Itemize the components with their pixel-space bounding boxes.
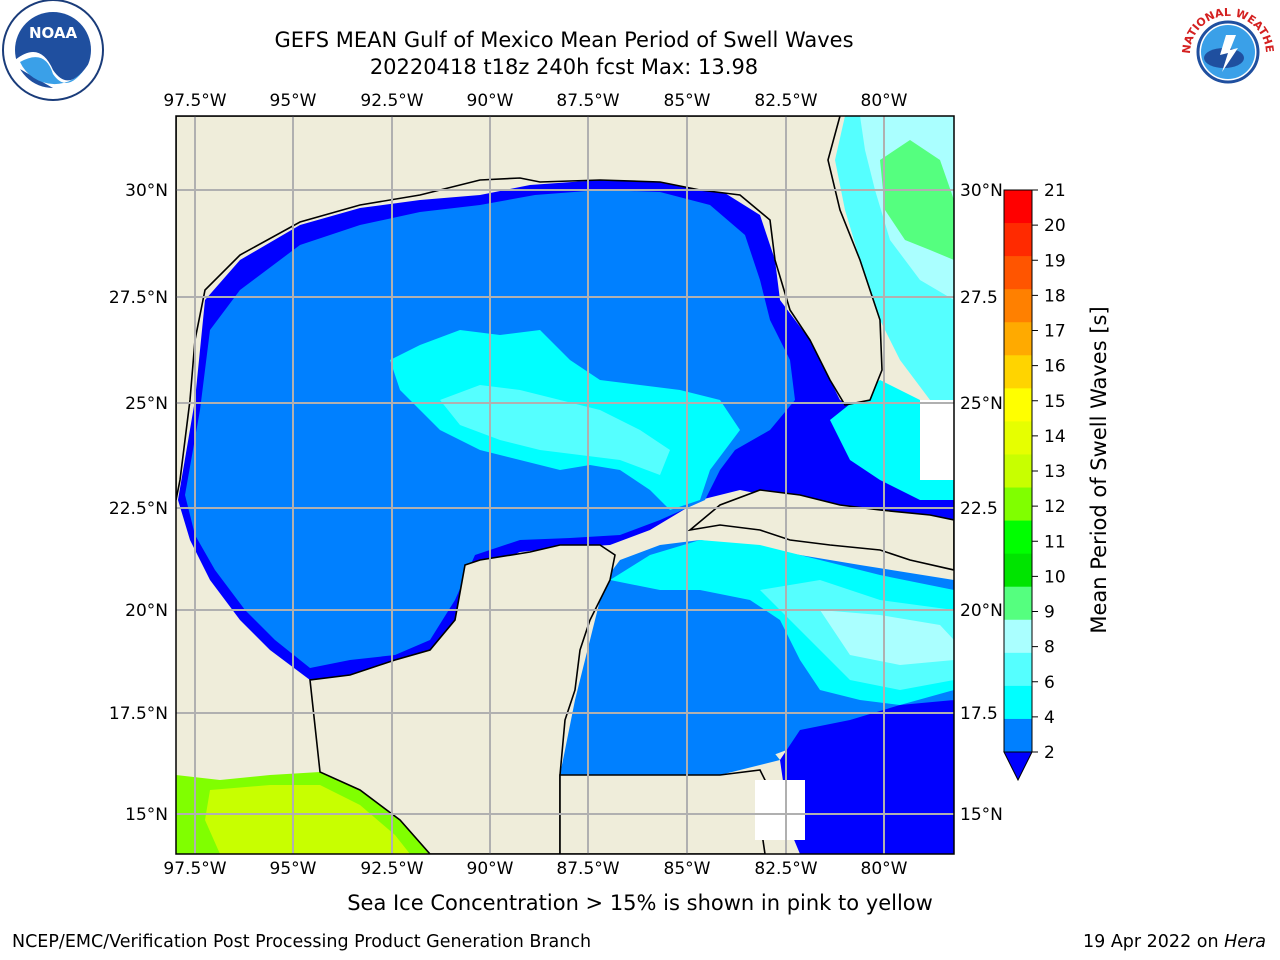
lat-label-left: 17.5°N xyxy=(109,704,168,724)
lon-label-bottom: 85°W xyxy=(664,859,711,879)
colorbar-tick-label: 15 xyxy=(1044,392,1066,412)
central-america-land xyxy=(559,769,771,854)
lon-label-bottom: 82.5°W xyxy=(754,859,817,879)
lon-label-top: 97.5°W xyxy=(163,91,226,111)
lat-label-left: 25°N xyxy=(125,394,168,414)
colorbar-tick-label: 18 xyxy=(1044,286,1066,306)
colorbar-segment xyxy=(1004,355,1032,389)
lon-label-bottom: 95°W xyxy=(270,859,317,879)
lon-label-top: 92.5°W xyxy=(360,91,423,111)
white-patch-south xyxy=(755,780,805,840)
lat-label-left: 22.5°N xyxy=(109,499,168,519)
footer-host: Hera xyxy=(1224,932,1266,952)
lon-label-top: 95°W xyxy=(270,91,317,111)
colorbar-segment xyxy=(1004,685,1032,720)
colorbar-tick-label: 10 xyxy=(1044,567,1066,587)
lat-label-right: 17.5 xyxy=(960,704,998,724)
lat-label-left: 15°N xyxy=(125,805,168,825)
caption: Sea Ice Concentration > 15% is shown in … xyxy=(347,891,933,915)
tick-labels: 97.5°W 97.5°W 95°W 95°W 92.5°W 92.5°W 90°W 90°W… xyxy=(109,91,1003,879)
footer-credit: NCEP/EMC/Verification Post Processing Pr… xyxy=(12,932,592,952)
colorbar-tick-label: 21 xyxy=(1044,181,1066,201)
colorbar-tick-label: 11 xyxy=(1044,532,1066,552)
lat-label-right: 20°N xyxy=(960,601,1003,621)
colorbar-tick-label: 20 xyxy=(1044,216,1066,236)
lon-label-top: 80°W xyxy=(861,91,908,111)
colorbar-segment xyxy=(1004,718,1032,753)
colorbar-segment xyxy=(1004,454,1032,489)
colorbar-segment xyxy=(1004,388,1032,422)
footer-date: 19 Apr 2022 on Hera xyxy=(1083,932,1266,952)
colorbar-extend-arrow xyxy=(1003,751,1033,782)
gulf-light-cyan xyxy=(440,385,670,475)
lat-label-left: 27.5°N xyxy=(109,288,168,308)
map-frame xyxy=(175,115,955,855)
colorbar-tick-label: 8 xyxy=(1044,638,1055,658)
svg-text:NOAA: NOAA xyxy=(29,24,78,42)
lon-label-bottom: 87.5°W xyxy=(556,859,619,879)
lat-label-right: 22.5 xyxy=(960,499,998,519)
colorbar-segment xyxy=(1004,619,1032,654)
lon-label-top: 85°W xyxy=(664,91,711,111)
colorbar-tick-label: 14 xyxy=(1044,427,1066,447)
lat-label-right: 25°N xyxy=(960,394,1003,414)
colorbar-segment xyxy=(1004,190,1032,224)
lat-label-left: 20°N xyxy=(125,601,168,621)
colorbar: 21 20 19 18 17 16 15 14 13 12 11 10 9 8 6 4 2 xyxy=(1003,181,1066,782)
lat-label-right: 30°N xyxy=(960,181,1003,201)
colorbar-segment xyxy=(1004,322,1032,356)
colorbar-segment xyxy=(1004,256,1032,290)
lon-label-top: 90°W xyxy=(467,91,514,111)
colorbar-segment xyxy=(1004,553,1032,588)
lat-label-right: 27.5 xyxy=(960,288,998,308)
colorbar-tick-label: 16 xyxy=(1044,357,1066,377)
lon-label-top: 87.5°W xyxy=(556,91,619,111)
caribbean-pale-cyan xyxy=(820,610,954,665)
colorbar-label: Mean Period of Swell Waves [s] xyxy=(1087,306,1111,633)
florida-land xyxy=(176,116,883,501)
caribbean-lower-main xyxy=(560,715,780,775)
lat-label-right: 15°N xyxy=(960,805,1003,825)
white-patch xyxy=(920,400,954,480)
lon-label-bottom: 80°W xyxy=(861,859,908,879)
colorbar-tick-label: 17 xyxy=(1044,322,1066,342)
colorbar-tick-label: 4 xyxy=(1044,708,1055,728)
title-line-1: GEFS MEAN Gulf of Mexico Mean Period of … xyxy=(274,28,854,52)
colorbar-segment xyxy=(1004,487,1032,522)
colorbar-segment xyxy=(1004,223,1032,257)
yucatan-land xyxy=(309,544,616,854)
lon-label-top: 82.5°W xyxy=(754,91,817,111)
colorbar-segment xyxy=(1004,421,1032,455)
colorbar-tick-label: 2 xyxy=(1044,743,1055,763)
colorbar-segment xyxy=(1004,652,1032,687)
atlantic-green xyxy=(880,140,954,260)
nws-logo-icon: NATIONAL WEATHER SERVICE xyxy=(1176,0,1276,100)
pacific-lime xyxy=(205,785,410,854)
cuba-land xyxy=(687,489,954,571)
colorbar-segment xyxy=(1004,520,1032,555)
lon-label-bottom: 97.5°W xyxy=(163,859,226,879)
colorbar-tick-label: 6 xyxy=(1044,673,1055,693)
grid-lines xyxy=(176,116,954,854)
colorbar-tick-label: 19 xyxy=(1044,251,1066,271)
colorbar-segment xyxy=(1004,289,1032,323)
caribbean-deep xyxy=(780,700,954,854)
colorbar-segment xyxy=(1004,586,1032,621)
colorbar-tick-label: 9 xyxy=(1044,603,1055,623)
noaa-logo-icon: NOAA xyxy=(2,0,104,101)
lon-label-bottom: 92.5°W xyxy=(360,859,423,879)
footer-date-text: 19 Apr 2022 on xyxy=(1083,932,1225,952)
colorbar-tick-label: 13 xyxy=(1044,462,1066,482)
title-line-2: 20220418 t18z 240h fcst Max: 13.98 xyxy=(369,55,759,79)
lon-label-bottom: 90°W xyxy=(467,859,514,879)
colorbar-tick-label: 12 xyxy=(1044,497,1066,517)
lat-label-left: 30°N xyxy=(125,181,168,201)
